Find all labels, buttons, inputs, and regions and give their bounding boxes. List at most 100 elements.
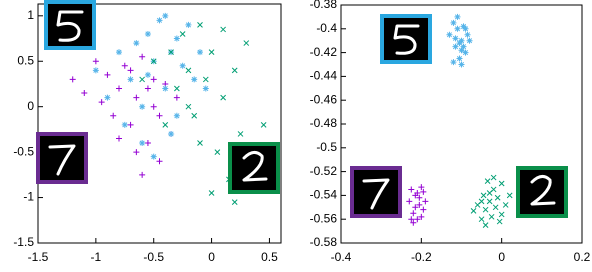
point	[410, 210, 417, 217]
point	[191, 112, 198, 119]
point	[470, 208, 477, 214]
y-tick-label: -1.5	[13, 235, 34, 249]
point	[486, 190, 493, 196]
y-tick-label: -0.42	[310, 45, 338, 59]
point	[462, 49, 469, 56]
y-tick-label: 1	[27, 8, 34, 22]
point	[127, 67, 134, 74]
point	[490, 174, 497, 181]
point	[127, 76, 134, 83]
point	[162, 85, 169, 92]
point	[458, 61, 465, 68]
x-tick-label: 0	[498, 250, 505, 264]
point	[458, 47, 465, 54]
point	[208, 190, 215, 196]
point	[412, 204, 419, 211]
point	[144, 85, 151, 92]
point	[243, 40, 250, 46]
point	[492, 204, 499, 211]
point	[454, 25, 461, 32]
point	[454, 13, 461, 20]
y-tick-label: -0.56	[310, 211, 338, 225]
point	[260, 122, 267, 128]
point	[144, 71, 151, 78]
point	[92, 58, 99, 65]
x-tick-label: -1.5	[28, 250, 49, 264]
x-tick-label: -0.4	[331, 250, 352, 264]
point	[92, 67, 99, 74]
y-tick-label: -0.52	[310, 164, 338, 178]
point	[98, 99, 105, 106]
point	[502, 202, 509, 208]
point	[173, 94, 180, 101]
y-tick-label: -0.5	[316, 140, 337, 154]
point	[168, 130, 175, 137]
point	[150, 153, 157, 160]
point	[456, 55, 463, 62]
point	[420, 188, 427, 195]
point	[185, 67, 192, 74]
point	[231, 67, 238, 74]
point	[462, 25, 469, 32]
digit-images	[36, 0, 568, 218]
point	[104, 94, 111, 101]
y-tick-label: 0.5	[17, 53, 34, 67]
point	[173, 112, 180, 119]
x-tick-label: -1	[91, 250, 102, 264]
point	[133, 40, 140, 47]
point	[133, 149, 140, 156]
point	[144, 30, 151, 37]
point	[452, 35, 459, 42]
x-tick-label: 0.5	[261, 250, 278, 264]
point	[214, 149, 221, 155]
point	[237, 131, 244, 137]
point	[408, 186, 415, 193]
point	[506, 192, 513, 199]
point	[191, 76, 198, 83]
point	[116, 135, 122, 142]
point	[410, 219, 417, 226]
point	[231, 199, 238, 205]
point	[116, 49, 122, 56]
point	[150, 58, 157, 65]
point	[144, 140, 151, 147]
point	[173, 35, 180, 42]
point	[452, 43, 459, 50]
point	[162, 122, 169, 128]
point	[156, 17, 163, 24]
point	[174, 85, 180, 92]
digit-image	[350, 166, 402, 218]
point	[480, 192, 487, 199]
digit-image	[516, 166, 568, 218]
point	[150, 76, 157, 83]
point	[121, 121, 128, 128]
x-tick-label: -0.2	[411, 250, 432, 264]
y-tick-label: -0.5	[13, 144, 34, 158]
point	[150, 103, 157, 110]
point	[127, 121, 134, 128]
point	[478, 198, 485, 205]
point	[139, 171, 146, 178]
x-tick-label: 0.2	[574, 250, 591, 264]
y-tick-label: -0.4	[316, 21, 337, 35]
point	[139, 53, 146, 60]
point	[486, 198, 493, 205]
point	[133, 94, 140, 101]
point	[482, 222, 489, 229]
point	[484, 178, 491, 184]
point	[450, 19, 457, 26]
point	[139, 103, 146, 110]
x-tick-label: 0	[208, 250, 215, 264]
point	[478, 216, 485, 223]
point	[422, 198, 429, 205]
point	[498, 211, 505, 218]
point	[446, 31, 453, 38]
point	[104, 71, 111, 78]
point	[69, 76, 76, 83]
y-tick-label: -0.44	[310, 69, 338, 83]
point	[220, 26, 226, 33]
point	[179, 62, 186, 69]
point	[81, 90, 88, 97]
point	[414, 216, 421, 223]
